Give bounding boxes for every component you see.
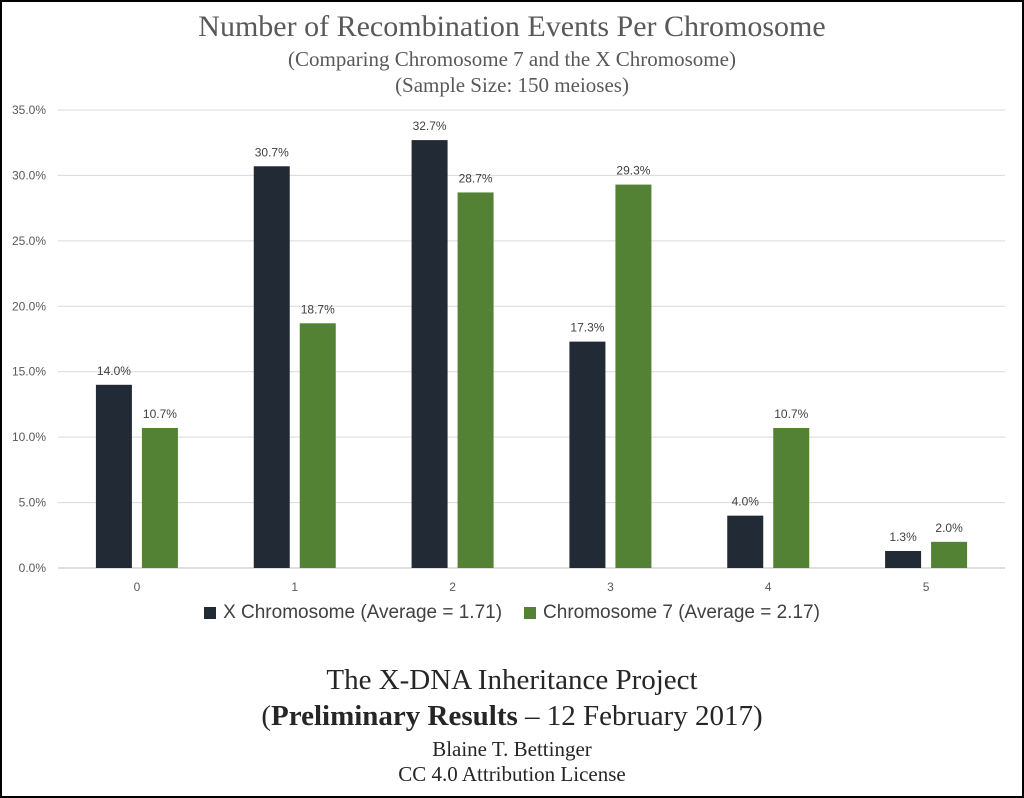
data-label: 29.3% bbox=[616, 164, 650, 178]
bar-chromosome-7 bbox=[457, 192, 494, 568]
footer-license: CC 4.0 Attribution License bbox=[398, 762, 626, 786]
legend-item-chromosome-7: Chromosome 7 (Average = 2.17) bbox=[524, 602, 820, 624]
bar-x-chromosome bbox=[411, 140, 448, 568]
bar-chromosome-7 bbox=[615, 184, 652, 569]
data-label: 10.7% bbox=[143, 407, 177, 421]
bar-x-chromosome bbox=[95, 384, 132, 568]
y-tick-label: 30.0% bbox=[12, 168, 46, 182]
x-tick-label: 2 bbox=[449, 580, 456, 594]
legend-swatch-x-chromosome bbox=[204, 607, 217, 619]
footer-preliminary-label: Preliminary Results bbox=[271, 700, 518, 732]
footer-paren-open: ( bbox=[261, 700, 272, 732]
bar-chromosome-7 bbox=[299, 323, 336, 568]
x-tick-label: 4 bbox=[765, 580, 772, 594]
y-tick-label: 15.0% bbox=[12, 365, 46, 379]
x-tick-label: 5 bbox=[923, 580, 930, 594]
data-label: 17.3% bbox=[570, 321, 604, 335]
footer-date: – 12 February 2017 bbox=[517, 700, 753, 732]
bar-x-chromosome bbox=[727, 515, 764, 568]
bar-chromosome-7 bbox=[141, 427, 178, 568]
chart-title: Number of Recombination Events Per Chrom… bbox=[198, 10, 826, 43]
data-label: 4.0% bbox=[732, 495, 760, 509]
x-tick-label: 3 bbox=[607, 580, 614, 594]
legend-label-chromosome-7: Chromosome 7 (Average = 2.17) bbox=[543, 602, 820, 623]
chart-subtitle: (Comparing Chromosome 7 and the X Chromo… bbox=[288, 47, 736, 71]
data-label: 14.0% bbox=[97, 364, 131, 378]
y-tick-label: 25.0% bbox=[12, 234, 46, 248]
legend-item-x-chromosome: X Chromosome (Average = 1.71) bbox=[204, 602, 502, 624]
footer-author: Blaine T. Bettinger bbox=[432, 737, 592, 761]
data-label: 18.7% bbox=[301, 302, 335, 316]
bar-x-chromosome bbox=[253, 166, 290, 569]
bar-chromosome-7 bbox=[773, 427, 810, 568]
footer-paren-close: ) bbox=[752, 700, 763, 732]
footer-project-name: The X-DNA Inheritance Project bbox=[326, 664, 698, 696]
data-label: 28.7% bbox=[459, 171, 493, 185]
y-tick-label: 5.0% bbox=[19, 496, 47, 510]
x-tick-label: 1 bbox=[291, 580, 298, 594]
data-label: 30.7% bbox=[255, 145, 289, 159]
data-label: 10.7% bbox=[774, 407, 808, 421]
legend-swatch-chromosome-7 bbox=[524, 607, 537, 619]
bar-x-chromosome bbox=[569, 341, 606, 568]
y-tick-label: 10.0% bbox=[12, 430, 46, 444]
data-label: 2.0% bbox=[935, 521, 963, 535]
y-tick-label: 35.0% bbox=[12, 103, 46, 117]
bar-x-chromosome bbox=[885, 550, 922, 568]
chart-subtitle-sample-size: (Sample Size: 150 meioses) bbox=[395, 73, 629, 97]
x-tick-label: 0 bbox=[134, 580, 141, 594]
chart-legend: X Chromosome (Average = 1.71) Chromosome… bbox=[0, 602, 1024, 624]
footer-preliminary-results: (Preliminary Results – 12 February 2017) bbox=[0, 700, 1024, 733]
legend-label-x-chromosome: X Chromosome (Average = 1.71) bbox=[223, 602, 503, 623]
data-label: 32.7% bbox=[413, 119, 447, 133]
y-tick-label: 20.0% bbox=[12, 299, 46, 313]
y-tick-label: 0.0% bbox=[19, 561, 47, 575]
bar-chromosome-7 bbox=[931, 541, 968, 568]
data-label: 1.3% bbox=[889, 530, 917, 544]
